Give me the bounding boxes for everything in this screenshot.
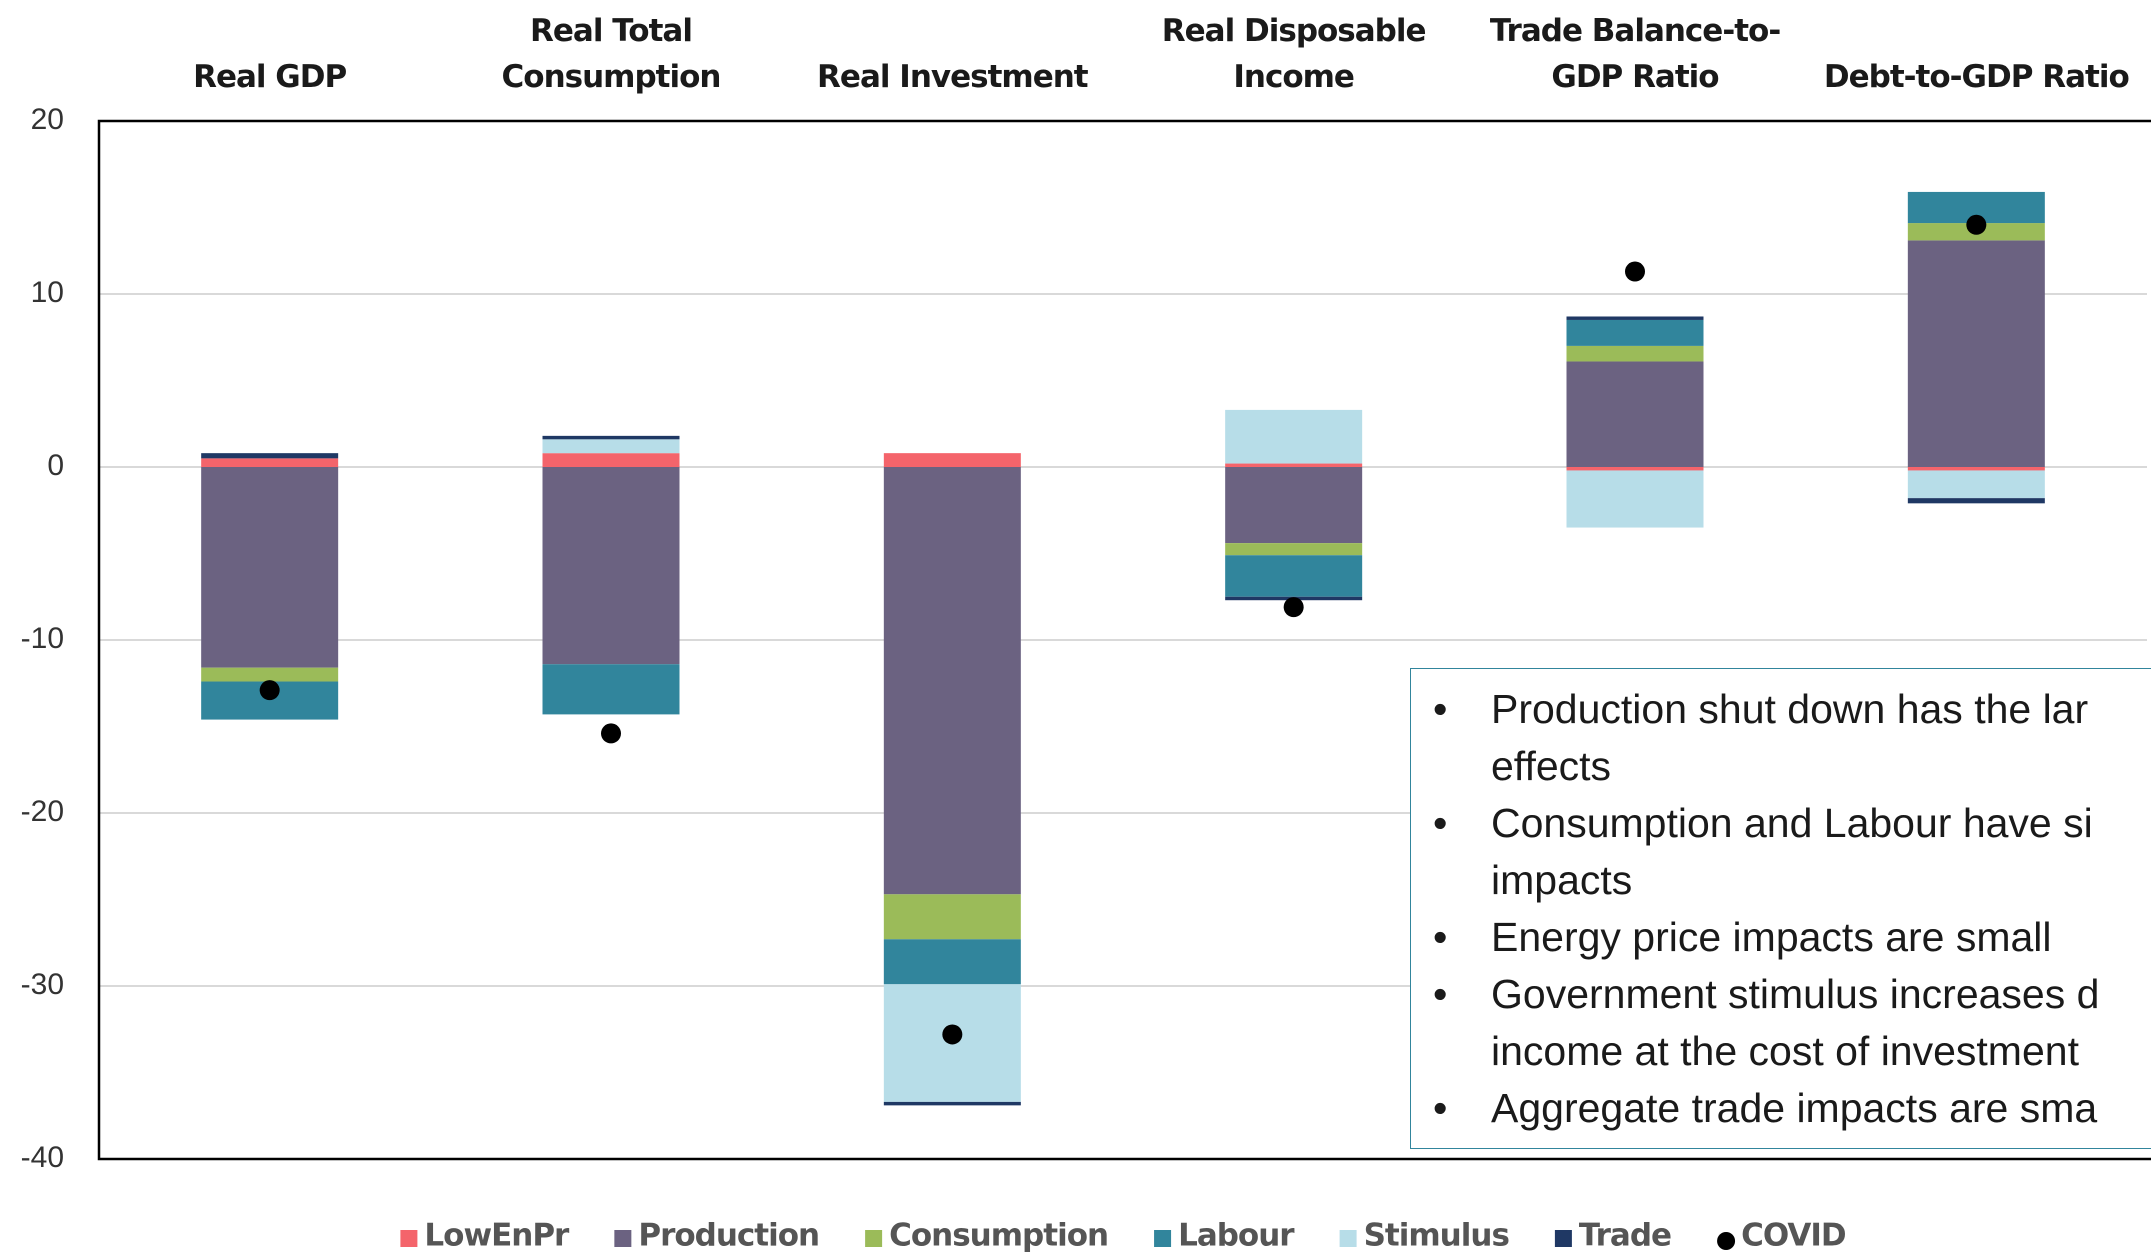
y-tick-label: 10 bbox=[31, 276, 64, 309]
bar-segment bbox=[1566, 319, 1704, 346]
category-label: Real GDP bbox=[193, 59, 347, 95]
bar-segment bbox=[1566, 467, 1704, 471]
annotation-item: Production shut down has the lar effects bbox=[1433, 681, 2151, 795]
bar-segment bbox=[1225, 409, 1363, 464]
annotation-item: Consumption and Labour have si impacts bbox=[1433, 795, 2151, 909]
legend-swatch bbox=[1554, 1230, 1572, 1247]
category-label: Trade Balance-to- GDP Ratio bbox=[1489, 13, 1781, 95]
legend-swatch bbox=[1154, 1230, 1172, 1247]
bar-segment bbox=[1225, 467, 1363, 544]
y-tick-label: -30 bbox=[21, 968, 64, 1001]
bar-segment bbox=[542, 435, 680, 440]
y-tick-label: -10 bbox=[21, 622, 64, 655]
category-label: Real Disposable Income bbox=[1161, 13, 1427, 95]
covid-dot bbox=[601, 723, 621, 744]
legend-swatch bbox=[865, 1230, 883, 1247]
y-tick-label: -20 bbox=[21, 795, 64, 828]
bar-segment bbox=[542, 467, 680, 665]
y-tick-label: 0 bbox=[47, 449, 64, 482]
bar-segment bbox=[883, 1101, 1021, 1106]
legend-swatch bbox=[400, 1230, 418, 1247]
bar-segment bbox=[201, 458, 339, 467]
legend-label: Production bbox=[638, 1218, 819, 1254]
legend-label: LowEnPr bbox=[424, 1218, 570, 1254]
bar-segment bbox=[1566, 470, 1704, 528]
covid-dot bbox=[259, 680, 280, 701]
legend: LowEnPr Production Consumption Labour Stimul… bbox=[400, 1218, 1847, 1254]
bar-segment bbox=[201, 667, 339, 682]
legend-label: Labour bbox=[1178, 1218, 1295, 1254]
covid-dot bbox=[942, 1024, 963, 1045]
bar-segment bbox=[1907, 470, 2045, 499]
bar-segment bbox=[1566, 316, 1704, 320]
legend-label: COVID bbox=[1741, 1218, 1846, 1254]
legend-label: Trade bbox=[1579, 1218, 1671, 1254]
bar-segment bbox=[1907, 467, 2045, 471]
legend-label: Stimulus bbox=[1364, 1218, 1509, 1254]
bar-segment bbox=[542, 664, 680, 715]
bar-segment bbox=[1225, 543, 1363, 556]
bar-segment bbox=[883, 894, 1021, 940]
category-label: Real Total Consumption bbox=[501, 13, 722, 95]
annotation-item: Energy price impacts are small bbox=[1433, 909, 2151, 966]
bar-segment bbox=[542, 453, 680, 467]
y-tick-label: 20 bbox=[31, 103, 64, 136]
legend-swatch bbox=[1339, 1230, 1357, 1247]
bar-segment bbox=[883, 939, 1021, 985]
covid-dot bbox=[1966, 214, 1987, 235]
bar-segment bbox=[883, 467, 1021, 895]
annotation-item: Government stimulus increases d income a… bbox=[1433, 966, 2151, 1080]
bar-segment bbox=[201, 467, 339, 668]
bar-segment bbox=[1225, 555, 1363, 597]
annotation-item: Aggregate trade impacts are sma bbox=[1433, 1080, 2151, 1137]
legend-swatch bbox=[614, 1230, 632, 1247]
legend-label: Consumption bbox=[889, 1218, 1108, 1254]
annotation-box: Production shut down has the lar effects… bbox=[1410, 668, 2151, 1149]
bar-segment bbox=[1907, 498, 2045, 504]
bar-segment bbox=[1566, 361, 1704, 467]
bar-segment bbox=[883, 453, 1021, 467]
bar-segment bbox=[542, 439, 680, 454]
bar-segment bbox=[201, 453, 339, 459]
bar-segment bbox=[1907, 240, 2045, 467]
category-label: Debt-to-GDP Ratio bbox=[1823, 59, 2130, 95]
category-label: Real Investment bbox=[817, 59, 1089, 95]
bar-segment bbox=[1566, 345, 1704, 362]
annotation-list: Production shut down has the lar effects… bbox=[1411, 669, 2151, 1137]
bar-segment bbox=[1225, 463, 1363, 467]
covid-dot bbox=[1283, 597, 1304, 618]
covid-dot bbox=[1625, 261, 1645, 282]
legend-marker bbox=[1717, 1232, 1736, 1250]
plot-frame bbox=[97, 119, 2151, 1161]
y-tick-label: -40 bbox=[21, 1141, 64, 1174]
